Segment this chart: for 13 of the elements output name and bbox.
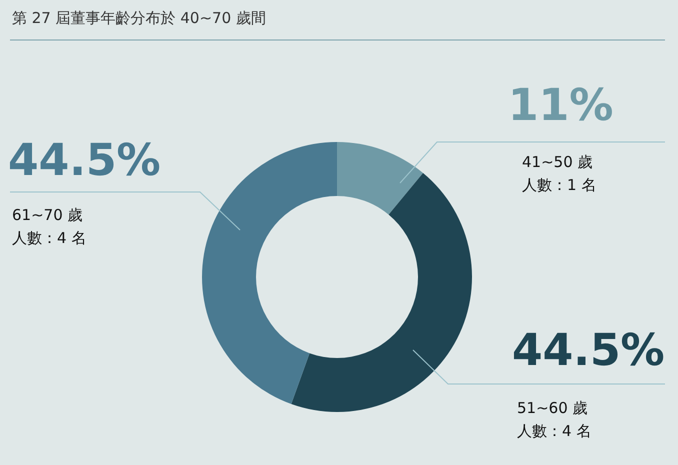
text: 人數：4 名 <box>517 422 592 440</box>
donut-slice <box>337 142 424 215</box>
slice-label: 41~50 歲 <box>522 153 593 171</box>
donut-slice <box>202 142 337 404</box>
text: 人數：4 名 <box>12 229 86 247</box>
data-label: 11% <box>508 80 614 131</box>
donut-slice <box>291 172 472 412</box>
chart-title: 第 27 屆董事年齡分布於 40~70 歲間 <box>12 9 266 27</box>
slice-label: 61~70 歲 <box>12 206 83 224</box>
text: 人數：1 名 <box>522 176 596 194</box>
data-label: 44.5% <box>512 325 665 376</box>
slice-label: 51~60 歲 <box>517 399 588 417</box>
data-label: 44.5% <box>8 135 161 186</box>
